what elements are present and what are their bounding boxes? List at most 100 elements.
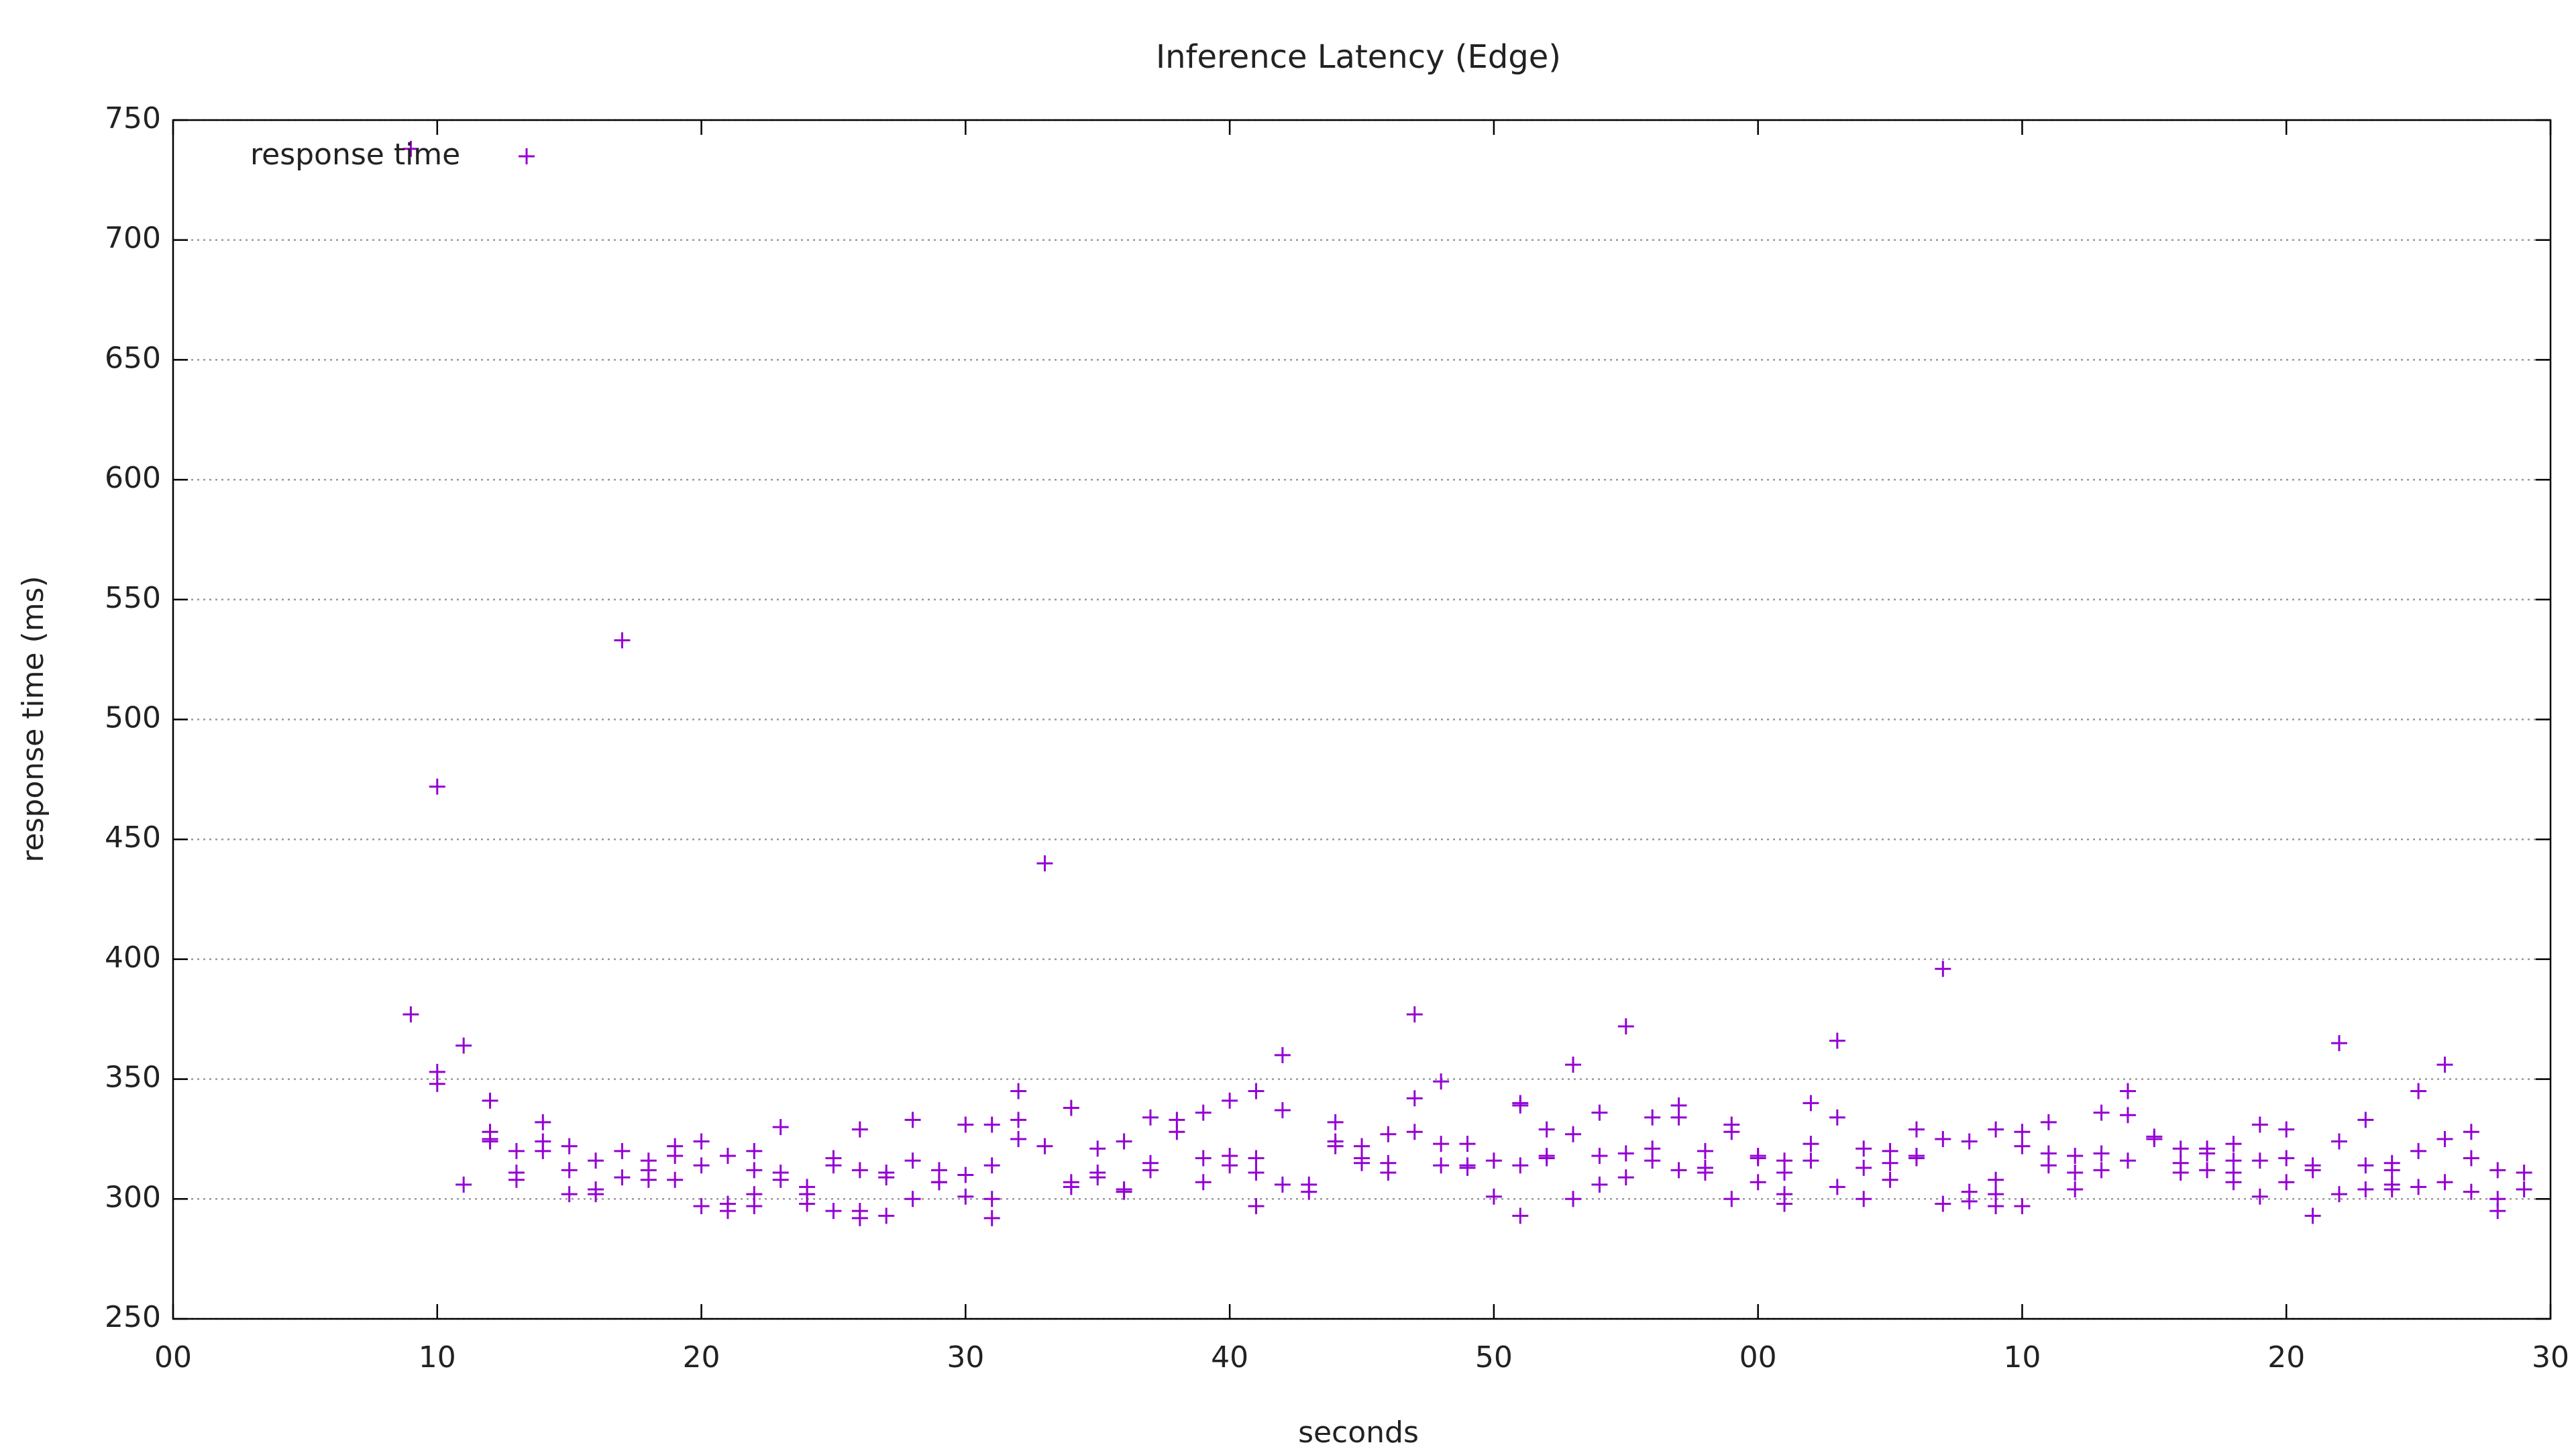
point <box>1301 1183 1318 1200</box>
point <box>2436 1057 2453 1073</box>
point <box>2357 1112 2374 1128</box>
point <box>2067 1147 2084 1164</box>
point <box>2067 1164 2084 1181</box>
point <box>482 1092 498 1109</box>
point <box>746 1162 763 1179</box>
point <box>904 1191 921 1208</box>
x-axis-label: seconds <box>1298 1415 1419 1449</box>
point <box>1935 961 1951 977</box>
point <box>2304 1208 2321 1224</box>
point <box>667 1171 684 1188</box>
point <box>561 1162 578 1179</box>
point <box>2040 1157 2057 1174</box>
point <box>614 632 631 649</box>
y-tick-label: 650 <box>105 341 161 375</box>
point <box>2251 1152 2268 1169</box>
point <box>2119 1107 2136 1124</box>
point <box>1354 1155 1370 1171</box>
point <box>1274 1176 1291 1193</box>
point <box>2119 1152 2136 1169</box>
point <box>2093 1162 2110 1179</box>
point <box>1433 1136 1450 1152</box>
point <box>1010 1083 1027 1099</box>
point <box>1169 1124 1185 1140</box>
point <box>2410 1142 2427 1159</box>
point <box>1856 1140 1872 1157</box>
point <box>1935 1195 1951 1212</box>
point <box>1406 1124 1423 1140</box>
point <box>2093 1145 2110 1162</box>
point <box>1697 1164 1713 1181</box>
point <box>402 1006 419 1023</box>
y-tick-label: 350 <box>105 1061 161 1095</box>
point <box>1116 1133 1132 1150</box>
point <box>1406 1090 1423 1107</box>
point <box>455 1037 472 1054</box>
point <box>1591 1176 1608 1193</box>
point <box>1274 1102 1291 1119</box>
point <box>1512 1157 1529 1174</box>
point <box>1961 1133 1978 1150</box>
point <box>2199 1145 2216 1162</box>
point <box>930 1174 947 1191</box>
point <box>614 1169 631 1186</box>
point <box>667 1147 684 1164</box>
legend-marker <box>519 148 535 164</box>
point <box>1882 1171 1898 1188</box>
point <box>1222 1157 1238 1174</box>
point <box>561 1138 578 1155</box>
point <box>1856 1191 1872 1208</box>
point <box>1222 1092 1238 1109</box>
point <box>1565 1191 1582 1208</box>
point <box>455 1176 472 1193</box>
point <box>799 1195 816 1212</box>
point <box>2251 1116 2268 1133</box>
point <box>1010 1112 1027 1128</box>
x-tick-label: 30 <box>947 1340 984 1375</box>
point <box>1776 1195 1793 1212</box>
point <box>719 1203 736 1220</box>
x-tick-label: 00 <box>1739 1340 1777 1375</box>
point <box>2225 1136 2242 1152</box>
point <box>1459 1136 1476 1152</box>
point <box>2172 1140 2189 1157</box>
point <box>1274 1046 1291 1063</box>
point <box>1723 1191 1740 1208</box>
point <box>2410 1083 2427 1099</box>
point <box>2383 1181 2400 1197</box>
point <box>983 1116 1000 1133</box>
point <box>2463 1183 2479 1200</box>
point <box>614 1142 631 1159</box>
point <box>2040 1114 2057 1130</box>
point <box>2067 1181 2084 1197</box>
point <box>402 140 419 157</box>
point <box>2014 1138 2031 1155</box>
x-tick-label: 10 <box>2003 1340 2041 1375</box>
point <box>1036 1138 1053 1155</box>
point <box>1644 1152 1661 1169</box>
point <box>1988 1121 2004 1138</box>
y-tick-label: 550 <box>105 581 161 615</box>
point <box>2304 1162 2321 1179</box>
point <box>429 778 445 795</box>
point <box>904 1112 921 1128</box>
point <box>1142 1162 1159 1179</box>
point <box>1380 1164 1397 1181</box>
point <box>983 1157 1000 1174</box>
point <box>1063 1179 1079 1195</box>
point <box>2119 1083 2136 1099</box>
point <box>878 1208 895 1224</box>
plot-frame <box>172 119 2552 1320</box>
point <box>1248 1198 1265 1215</box>
point <box>1750 1174 1766 1191</box>
point <box>588 1152 604 1169</box>
y-tick-label: 600 <box>105 461 161 495</box>
x-tick-label: 40 <box>1211 1340 1248 1375</box>
point <box>1327 1138 1344 1155</box>
point <box>2516 1164 2532 1181</box>
point <box>1142 1109 1159 1126</box>
point <box>2330 1186 2347 1203</box>
point <box>1538 1121 1555 1138</box>
legend-label: response time <box>250 138 460 172</box>
point <box>1935 1130 1951 1147</box>
